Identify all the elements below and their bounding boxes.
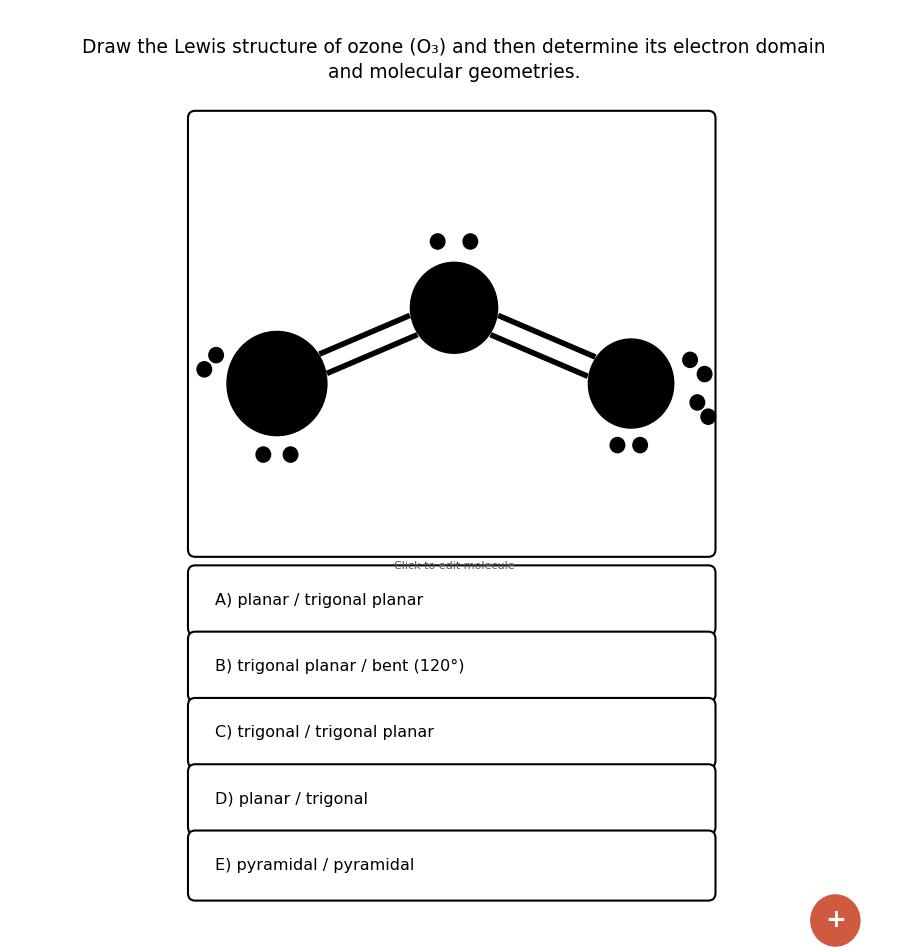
Circle shape (588, 339, 674, 428)
FancyBboxPatch shape (188, 632, 716, 702)
FancyBboxPatch shape (188, 565, 716, 635)
Circle shape (463, 234, 478, 249)
Text: Click to edit molecule: Click to edit molecule (394, 561, 514, 571)
Circle shape (209, 348, 223, 363)
Circle shape (610, 438, 625, 453)
FancyBboxPatch shape (188, 831, 716, 901)
Circle shape (701, 409, 716, 424)
Circle shape (430, 234, 445, 249)
Circle shape (227, 331, 327, 436)
Circle shape (690, 395, 705, 410)
Circle shape (683, 352, 697, 367)
Circle shape (283, 447, 298, 462)
FancyBboxPatch shape (188, 698, 716, 768)
Circle shape (697, 366, 712, 382)
Text: +: + (825, 908, 845, 933)
Text: A) planar / trigonal planar: A) planar / trigonal planar (215, 593, 423, 608)
Text: D) planar / trigonal: D) planar / trigonal (215, 792, 369, 807)
Circle shape (256, 447, 271, 462)
Circle shape (633, 438, 647, 453)
Text: Draw the Lewis structure of ozone (O₃) and then determine its electron domain: Draw the Lewis structure of ozone (O₃) a… (83, 38, 825, 57)
FancyBboxPatch shape (188, 111, 716, 557)
Circle shape (811, 895, 860, 946)
Text: E) pyramidal / pyramidal: E) pyramidal / pyramidal (215, 858, 415, 873)
Text: C) trigonal / trigonal planar: C) trigonal / trigonal planar (215, 725, 434, 741)
Circle shape (410, 262, 498, 353)
Circle shape (197, 362, 212, 377)
Text: and molecular geometries.: and molecular geometries. (328, 63, 580, 82)
FancyBboxPatch shape (188, 764, 716, 834)
Text: B) trigonal planar / bent (120°): B) trigonal planar / bent (120°) (215, 659, 465, 674)
